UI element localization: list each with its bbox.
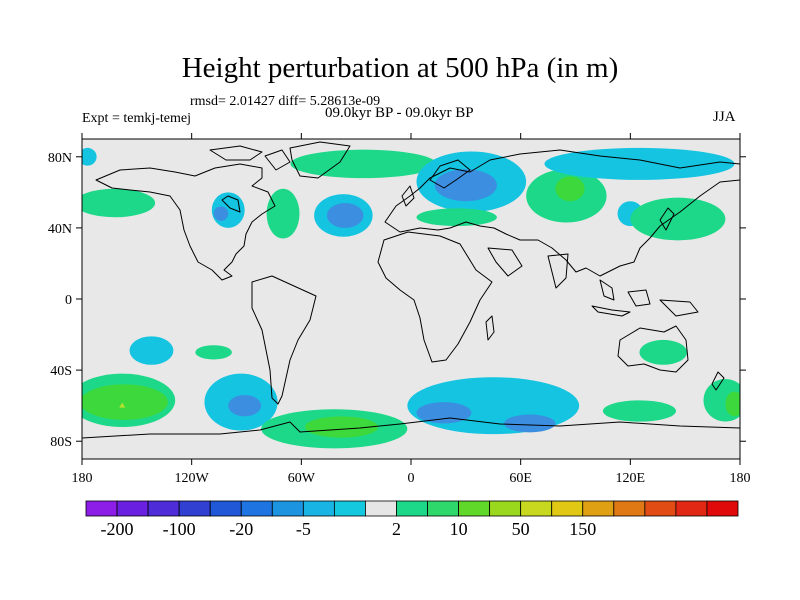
colorbar-box xyxy=(551,500,584,517)
colorbar-box xyxy=(147,500,180,517)
anomaly-contours xyxy=(82,147,740,449)
season-label: JJA xyxy=(713,109,736,125)
anomaly-region xyxy=(504,414,556,433)
anomaly-region xyxy=(326,203,364,228)
colorbar-box xyxy=(520,500,553,517)
colorbar-label: -20 xyxy=(229,519,253,539)
colorbar-box xyxy=(613,500,646,517)
lon-tick-label: 60E xyxy=(509,471,532,486)
longitude-axis: 180 120W 60W 0 60E 120E 180 xyxy=(72,133,751,486)
anomaly-region xyxy=(630,197,726,241)
colorbar-box xyxy=(365,500,397,517)
colorbar-box xyxy=(706,500,739,517)
anomaly-region xyxy=(416,402,472,424)
colorbar-box xyxy=(302,500,335,517)
lon-tick-label: 120W xyxy=(175,471,210,486)
colorbar-box xyxy=(271,500,304,517)
experiment-label: Expt = temkj-temej xyxy=(82,111,191,126)
colorbar-box xyxy=(178,500,211,517)
anomaly-region xyxy=(416,208,497,227)
colorbar-label: 50 xyxy=(512,519,530,539)
anomaly-region xyxy=(639,339,687,365)
colorbar-label: 10 xyxy=(450,519,468,539)
anomaly-region xyxy=(544,147,735,180)
colorbar-label: 2 xyxy=(392,519,401,539)
anomaly-region xyxy=(555,176,585,202)
colorbar-label: -5 xyxy=(296,519,311,539)
colorbar-label: -100 xyxy=(163,519,196,539)
lon-tick-label: 180 xyxy=(72,471,93,486)
lat-tick-label: 40S xyxy=(50,364,72,379)
colorbar-box xyxy=(458,500,491,517)
colorbar-box xyxy=(333,500,366,517)
anomaly-region xyxy=(434,169,497,202)
colorbar-box xyxy=(675,500,708,517)
peak-marker xyxy=(119,402,126,408)
colorbar-box xyxy=(427,500,459,517)
colorbar-box xyxy=(396,500,428,517)
colorbar-box xyxy=(240,500,273,517)
anomaly-region xyxy=(82,147,97,166)
colorbar-box xyxy=(489,500,522,517)
anomaly-region xyxy=(228,395,262,417)
period-label: 09.0kyr BP - 09.0kyr BP xyxy=(325,105,474,121)
anomaly-region xyxy=(129,336,174,365)
anomaly-region xyxy=(213,206,229,221)
latitude-axis: 80N 40N 0 40S 80S xyxy=(48,151,746,450)
anomaly-region xyxy=(82,384,168,420)
plot-title: Height perturbation at 500 hPa (in m) xyxy=(181,52,619,84)
anomaly-region xyxy=(602,400,677,422)
anomaly-region xyxy=(304,416,379,438)
lon-tick-label: 60W xyxy=(288,471,316,486)
colorbar-box xyxy=(85,500,118,517)
anomaly-region xyxy=(82,188,156,218)
lon-tick-label: 0 xyxy=(408,471,415,486)
rmsd-diff-text: rmsd= 2.01427 diff= 5.28613e-09 xyxy=(190,94,381,109)
anomaly-region xyxy=(195,345,232,360)
lon-tick-label: 180 xyxy=(730,471,751,486)
anomaly-region xyxy=(266,188,300,239)
colorbar-box xyxy=(209,500,242,517)
lat-tick-label: 0 xyxy=(65,293,72,308)
lat-tick-label: 80S xyxy=(50,435,72,450)
lon-tick-label: 120E xyxy=(616,471,646,486)
colorbar-label: -200 xyxy=(101,519,134,539)
colorbar-label: 150 xyxy=(569,519,596,539)
lat-tick-label: 80N xyxy=(48,151,72,166)
coastlines xyxy=(82,141,740,439)
colorbar-box xyxy=(116,500,149,517)
colorbar-box xyxy=(582,500,615,517)
colorbar-box xyxy=(644,500,677,517)
lat-tick-label: 40N xyxy=(48,222,72,237)
anomaly-region xyxy=(725,391,740,417)
